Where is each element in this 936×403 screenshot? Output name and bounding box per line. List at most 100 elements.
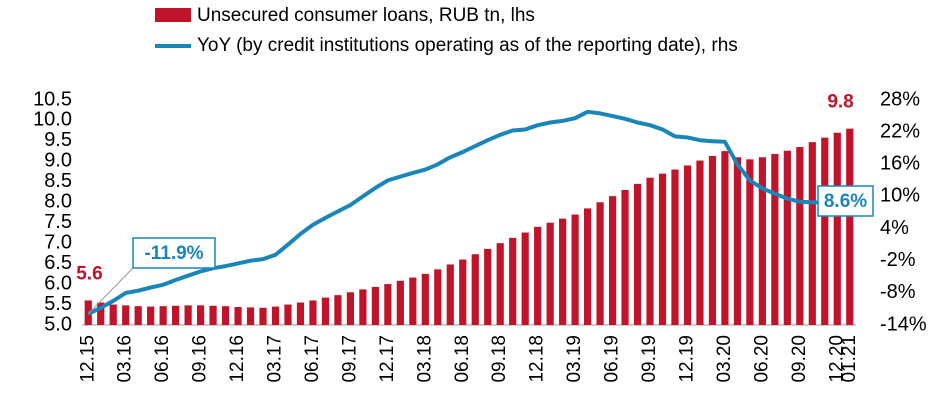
bar (396, 280, 404, 325)
label-box (132, 237, 216, 269)
y2-tick-label: 22% (880, 120, 920, 142)
bar (421, 273, 429, 325)
bar (371, 286, 379, 325)
x-tick-label: 12.18 (527, 335, 548, 383)
y-tick-label: 10.5 (33, 88, 72, 110)
bar-value-label: 9.8 (827, 92, 853, 113)
bar (97, 302, 105, 325)
y-tick-label: 9.5 (44, 129, 72, 151)
y-tick-label: 7.0 (44, 231, 72, 253)
bar (783, 150, 791, 325)
bar (321, 297, 330, 325)
x-tick-label: 12.15 (77, 335, 98, 383)
bar (559, 218, 567, 325)
y-tick-label: 6.0 (44, 272, 72, 294)
bar (521, 232, 529, 325)
callout-line (87, 267, 134, 315)
bar (446, 264, 454, 325)
bar (184, 305, 192, 325)
bar (658, 173, 667, 325)
bar (359, 289, 367, 325)
bar (271, 306, 280, 325)
bar (671, 169, 679, 325)
bar (608, 196, 617, 325)
bar (196, 305, 205, 325)
bar (284, 304, 292, 325)
x-tick-label: 09.19 (639, 335, 660, 383)
bar (334, 295, 342, 325)
bar (484, 248, 492, 325)
x-tick-label: 01.21 (839, 335, 860, 383)
bar (122, 305, 130, 325)
bar (459, 259, 467, 325)
bar (209, 305, 217, 325)
y-tick-label: 6.5 (44, 252, 72, 274)
x-tick-label: 12.17 (377, 335, 398, 383)
x-tick-label: 09.18 (489, 335, 510, 383)
x-tick-label: 12.20 (826, 335, 847, 383)
bar-value-label: 5.6 (76, 263, 102, 284)
bar (721, 151, 729, 325)
bar (746, 159, 754, 325)
bar (621, 190, 629, 325)
bar (708, 156, 717, 325)
bar (384, 284, 392, 325)
bar (583, 208, 592, 325)
bar (833, 132, 841, 325)
x-tick-label: 06.20 (751, 335, 772, 383)
y-tick-label: 8.0 (44, 191, 72, 213)
bar (771, 154, 779, 325)
bar (159, 306, 167, 325)
x-tick-label: 03.16 (115, 335, 136, 383)
y2-tick-label: -2% (880, 249, 916, 271)
y2-tick-label: 16% (880, 153, 920, 175)
bar (846, 128, 854, 325)
x-tick-label: 06.19 (602, 335, 623, 383)
y2-tick-label: -8% (880, 281, 916, 303)
bar (496, 243, 504, 325)
x-tick-label: 12.19 (676, 335, 697, 383)
bar (733, 157, 742, 325)
bar (571, 214, 579, 325)
bar (683, 165, 692, 325)
y2-tick-label: 28% (880, 88, 920, 110)
x-tick-label: 03.19 (564, 335, 585, 383)
y2-tick-label: 10% (880, 185, 920, 207)
y2-tick-label: 4% (880, 217, 909, 239)
y-tick-label: 10.0 (33, 109, 72, 131)
legend-label: Unsecured consumer loans, RUB tn, lhs (197, 5, 535, 26)
x-tick-label: 03.20 (714, 335, 735, 383)
bar (758, 157, 766, 325)
x-tick-label: 12.16 (227, 335, 248, 383)
bar (147, 306, 155, 325)
bar (471, 254, 479, 325)
bar (596, 202, 604, 325)
bar (172, 305, 180, 325)
y-tick-label: 7.5 (44, 211, 72, 233)
x-tick-label: 06.17 (302, 335, 323, 383)
bar (234, 307, 242, 325)
y2-tick-label: -14% (880, 313, 927, 335)
legend-swatch (155, 8, 191, 22)
x-tick-label: 06.16 (152, 335, 173, 383)
line-value-label: 8.6% (824, 191, 867, 212)
line-value-label: -11.9% (144, 243, 203, 264)
x-tick-label: 03.18 (414, 335, 435, 383)
bar (646, 177, 654, 325)
bar (546, 222, 554, 325)
bar (696, 160, 704, 325)
bar (409, 277, 417, 325)
y-tick-label: 9.0 (44, 150, 72, 172)
bar (346, 292, 355, 325)
bar (296, 302, 305, 325)
bar (109, 304, 117, 325)
bar (221, 306, 230, 325)
bar (821, 137, 829, 325)
bar (633, 183, 642, 325)
x-tick-label: 06.18 (452, 335, 473, 383)
label-box (817, 185, 874, 217)
bar (434, 269, 442, 325)
x-tick-label: 09.17 (339, 335, 360, 383)
legend-label: YoY (by credit institutions operating as… (197, 35, 738, 56)
